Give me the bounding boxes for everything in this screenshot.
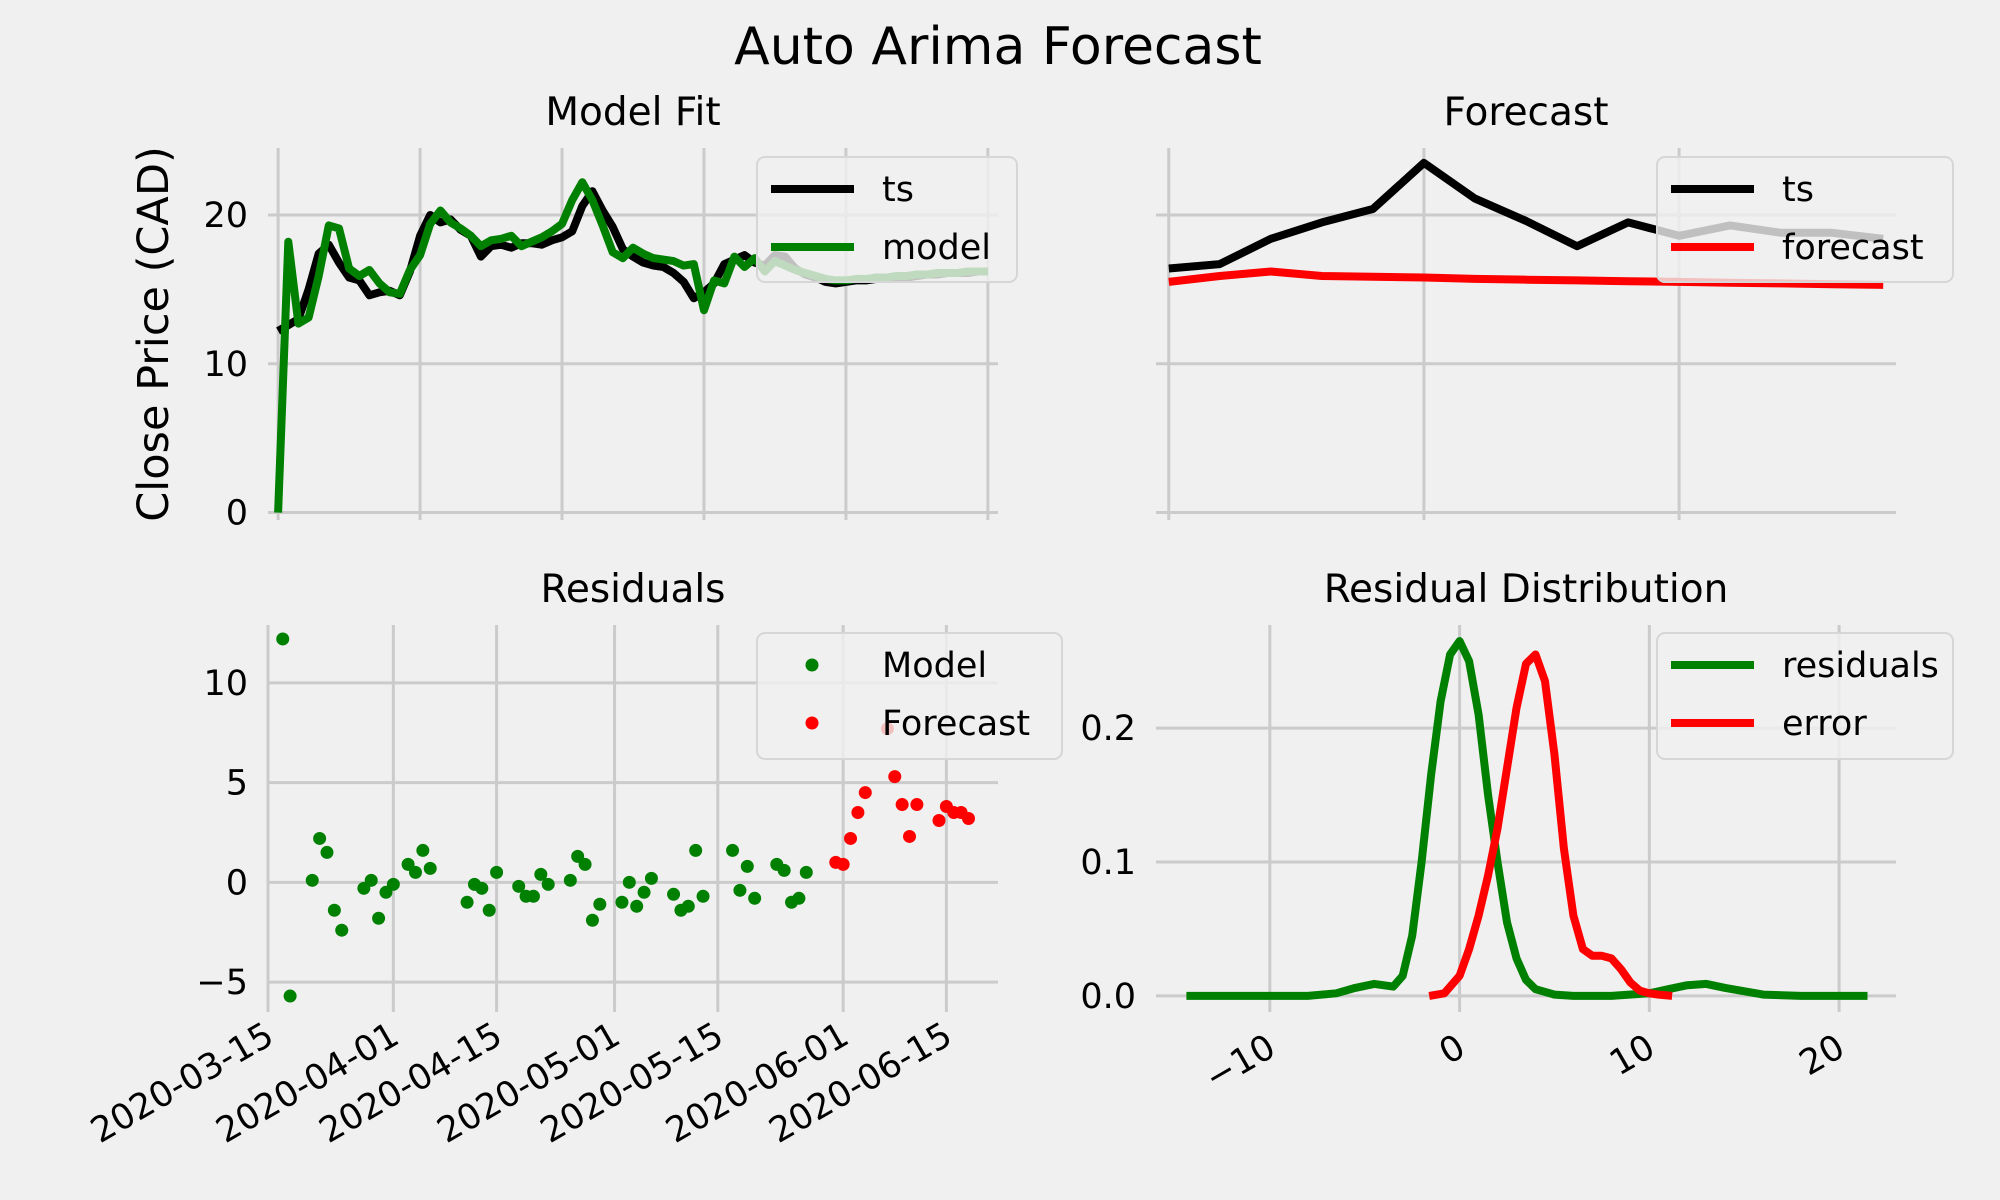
legend-label-model: Model bbox=[882, 646, 987, 686]
scatter-point-model bbox=[482, 903, 496, 917]
scatter-point-model bbox=[689, 843, 703, 857]
y-tick-label: 10 bbox=[203, 664, 248, 704]
scatter-point-forecast bbox=[903, 829, 917, 843]
legend-box bbox=[756, 632, 1063, 760]
y-tick-label: 5 bbox=[226, 764, 248, 804]
scatter-point-model bbox=[630, 899, 644, 913]
legend-marker-forecast bbox=[805, 716, 819, 730]
scatter-point-model bbox=[305, 873, 319, 887]
scatter-point-model bbox=[276, 632, 290, 646]
scatter-point-forecast bbox=[895, 798, 909, 812]
scatter-point-model bbox=[327, 903, 341, 917]
series-line-residuals bbox=[1186, 637, 1868, 1000]
panel-forecast: Forecast ts forecast bbox=[1156, 90, 1954, 520]
scatter-point-model bbox=[386, 877, 400, 891]
x-tick-label: 10 bbox=[1603, 1027, 1662, 1084]
scatter-point-model bbox=[320, 845, 334, 859]
y-axis-label: Close Price (CAD) bbox=[129, 146, 179, 521]
scatter-point-model bbox=[416, 843, 430, 857]
panel-residual_distribution: Residual Distribution 0.0 0.1 0.2 −10 0 10 20 re… bbox=[1080, 567, 1954, 1099]
scatter-point-model bbox=[593, 897, 607, 911]
scatter-point-model bbox=[585, 913, 599, 927]
y-tick-label: 10 bbox=[203, 345, 248, 385]
scatter-point-model bbox=[423, 861, 437, 875]
subplot-title: Model Fit bbox=[545, 90, 720, 135]
legend: ts forecast bbox=[1656, 156, 1954, 283]
y-tick-label: 20 bbox=[203, 196, 248, 236]
panels: Model Fit 0 10 20 Close Price (CAD) ts model Fo… bbox=[84, 90, 1954, 1151]
y-tick-label: 0.1 bbox=[1080, 843, 1136, 883]
y-tick-label: 0.2 bbox=[1080, 709, 1136, 749]
legend: residuals error bbox=[1656, 632, 1954, 760]
scatter-point-model bbox=[733, 883, 747, 897]
legend-label-forecast: forecast bbox=[1782, 228, 1924, 268]
scatter-point-model bbox=[740, 859, 754, 873]
scatter-point-model bbox=[777, 863, 791, 877]
y-tick-label: 0.0 bbox=[1080, 977, 1136, 1017]
scatter-point-model bbox=[335, 923, 349, 937]
y-tick-label: 0 bbox=[226, 494, 248, 534]
scatter-point-model bbox=[313, 831, 327, 845]
scatter-point-model bbox=[637, 885, 651, 899]
scatter-point-forecast bbox=[844, 831, 858, 845]
y-tick-label: −5 bbox=[196, 963, 248, 1003]
scatter-point-model bbox=[490, 865, 504, 879]
scatter-point-model bbox=[283, 989, 297, 1003]
scatter-point-model bbox=[681, 899, 695, 913]
scatter-point-model bbox=[460, 895, 474, 909]
scatter-point-forecast bbox=[858, 786, 872, 800]
scatter-point-forecast bbox=[932, 813, 946, 827]
scatter-point-model bbox=[622, 875, 636, 889]
legend-label-error: error bbox=[1782, 704, 1867, 744]
legend-label-forecast: Forecast bbox=[882, 704, 1030, 744]
scatter-point-model bbox=[644, 871, 658, 885]
scatter-point-model bbox=[615, 895, 629, 909]
legend-marker-model bbox=[805, 658, 819, 672]
series-line-error bbox=[1428, 650, 1673, 1000]
subplot-title: Forecast bbox=[1443, 90, 1608, 135]
subplot-title: Residual Distribution bbox=[1324, 567, 1729, 612]
scatter-point-forecast bbox=[910, 798, 924, 812]
subplot-title: Residuals bbox=[540, 567, 725, 612]
panel-residuals: Residuals−505102020-03-152020-04-012020-… bbox=[84, 567, 1063, 1151]
y-tick-label: 0 bbox=[226, 863, 248, 903]
scatter-point-forecast bbox=[836, 857, 850, 871]
scatter-point-model bbox=[534, 867, 548, 881]
scatter-point-model bbox=[578, 857, 592, 871]
scatter-point-model bbox=[696, 889, 710, 903]
legend-label-model: model bbox=[882, 228, 991, 268]
scatter-point-model bbox=[512, 879, 526, 893]
legend-label-ts: ts bbox=[1782, 170, 1814, 210]
x-tick-label: 0 bbox=[1433, 1027, 1472, 1073]
scatter-point-model bbox=[563, 873, 577, 887]
scatter-point-forecast bbox=[888, 770, 902, 784]
scatter-point-model bbox=[726, 843, 740, 857]
scatter-point-forecast bbox=[851, 806, 865, 820]
legend-label-residuals: residuals bbox=[1782, 646, 1939, 686]
scatter-point-model bbox=[475, 881, 489, 895]
scatter-point-model bbox=[541, 877, 555, 891]
scatter-point-model bbox=[792, 891, 806, 905]
scatter-point-model bbox=[372, 911, 386, 925]
scatter-point-model bbox=[748, 891, 762, 905]
figure-title: Auto Arima Forecast bbox=[734, 17, 1262, 77]
scatter-point-forecast bbox=[962, 812, 976, 825]
scatter-point-model bbox=[667, 887, 681, 901]
legend: Model Forecast bbox=[756, 632, 1063, 760]
x-tick-label: 20 bbox=[1793, 1027, 1852, 1084]
scatter-point-model bbox=[799, 865, 813, 879]
legend: ts model bbox=[756, 156, 1018, 283]
panel-model_fit: Model Fit 0 10 20 Close Price (CAD) ts model bbox=[129, 90, 1018, 534]
scatter-point-model bbox=[408, 865, 422, 879]
scatter-point-model bbox=[526, 889, 540, 903]
legend-label-ts: ts bbox=[882, 170, 914, 210]
scatter-point-model bbox=[364, 873, 378, 887]
x-tick-label: −10 bbox=[1198, 1027, 1282, 1099]
series-line-forecast bbox=[1168, 267, 1884, 289]
